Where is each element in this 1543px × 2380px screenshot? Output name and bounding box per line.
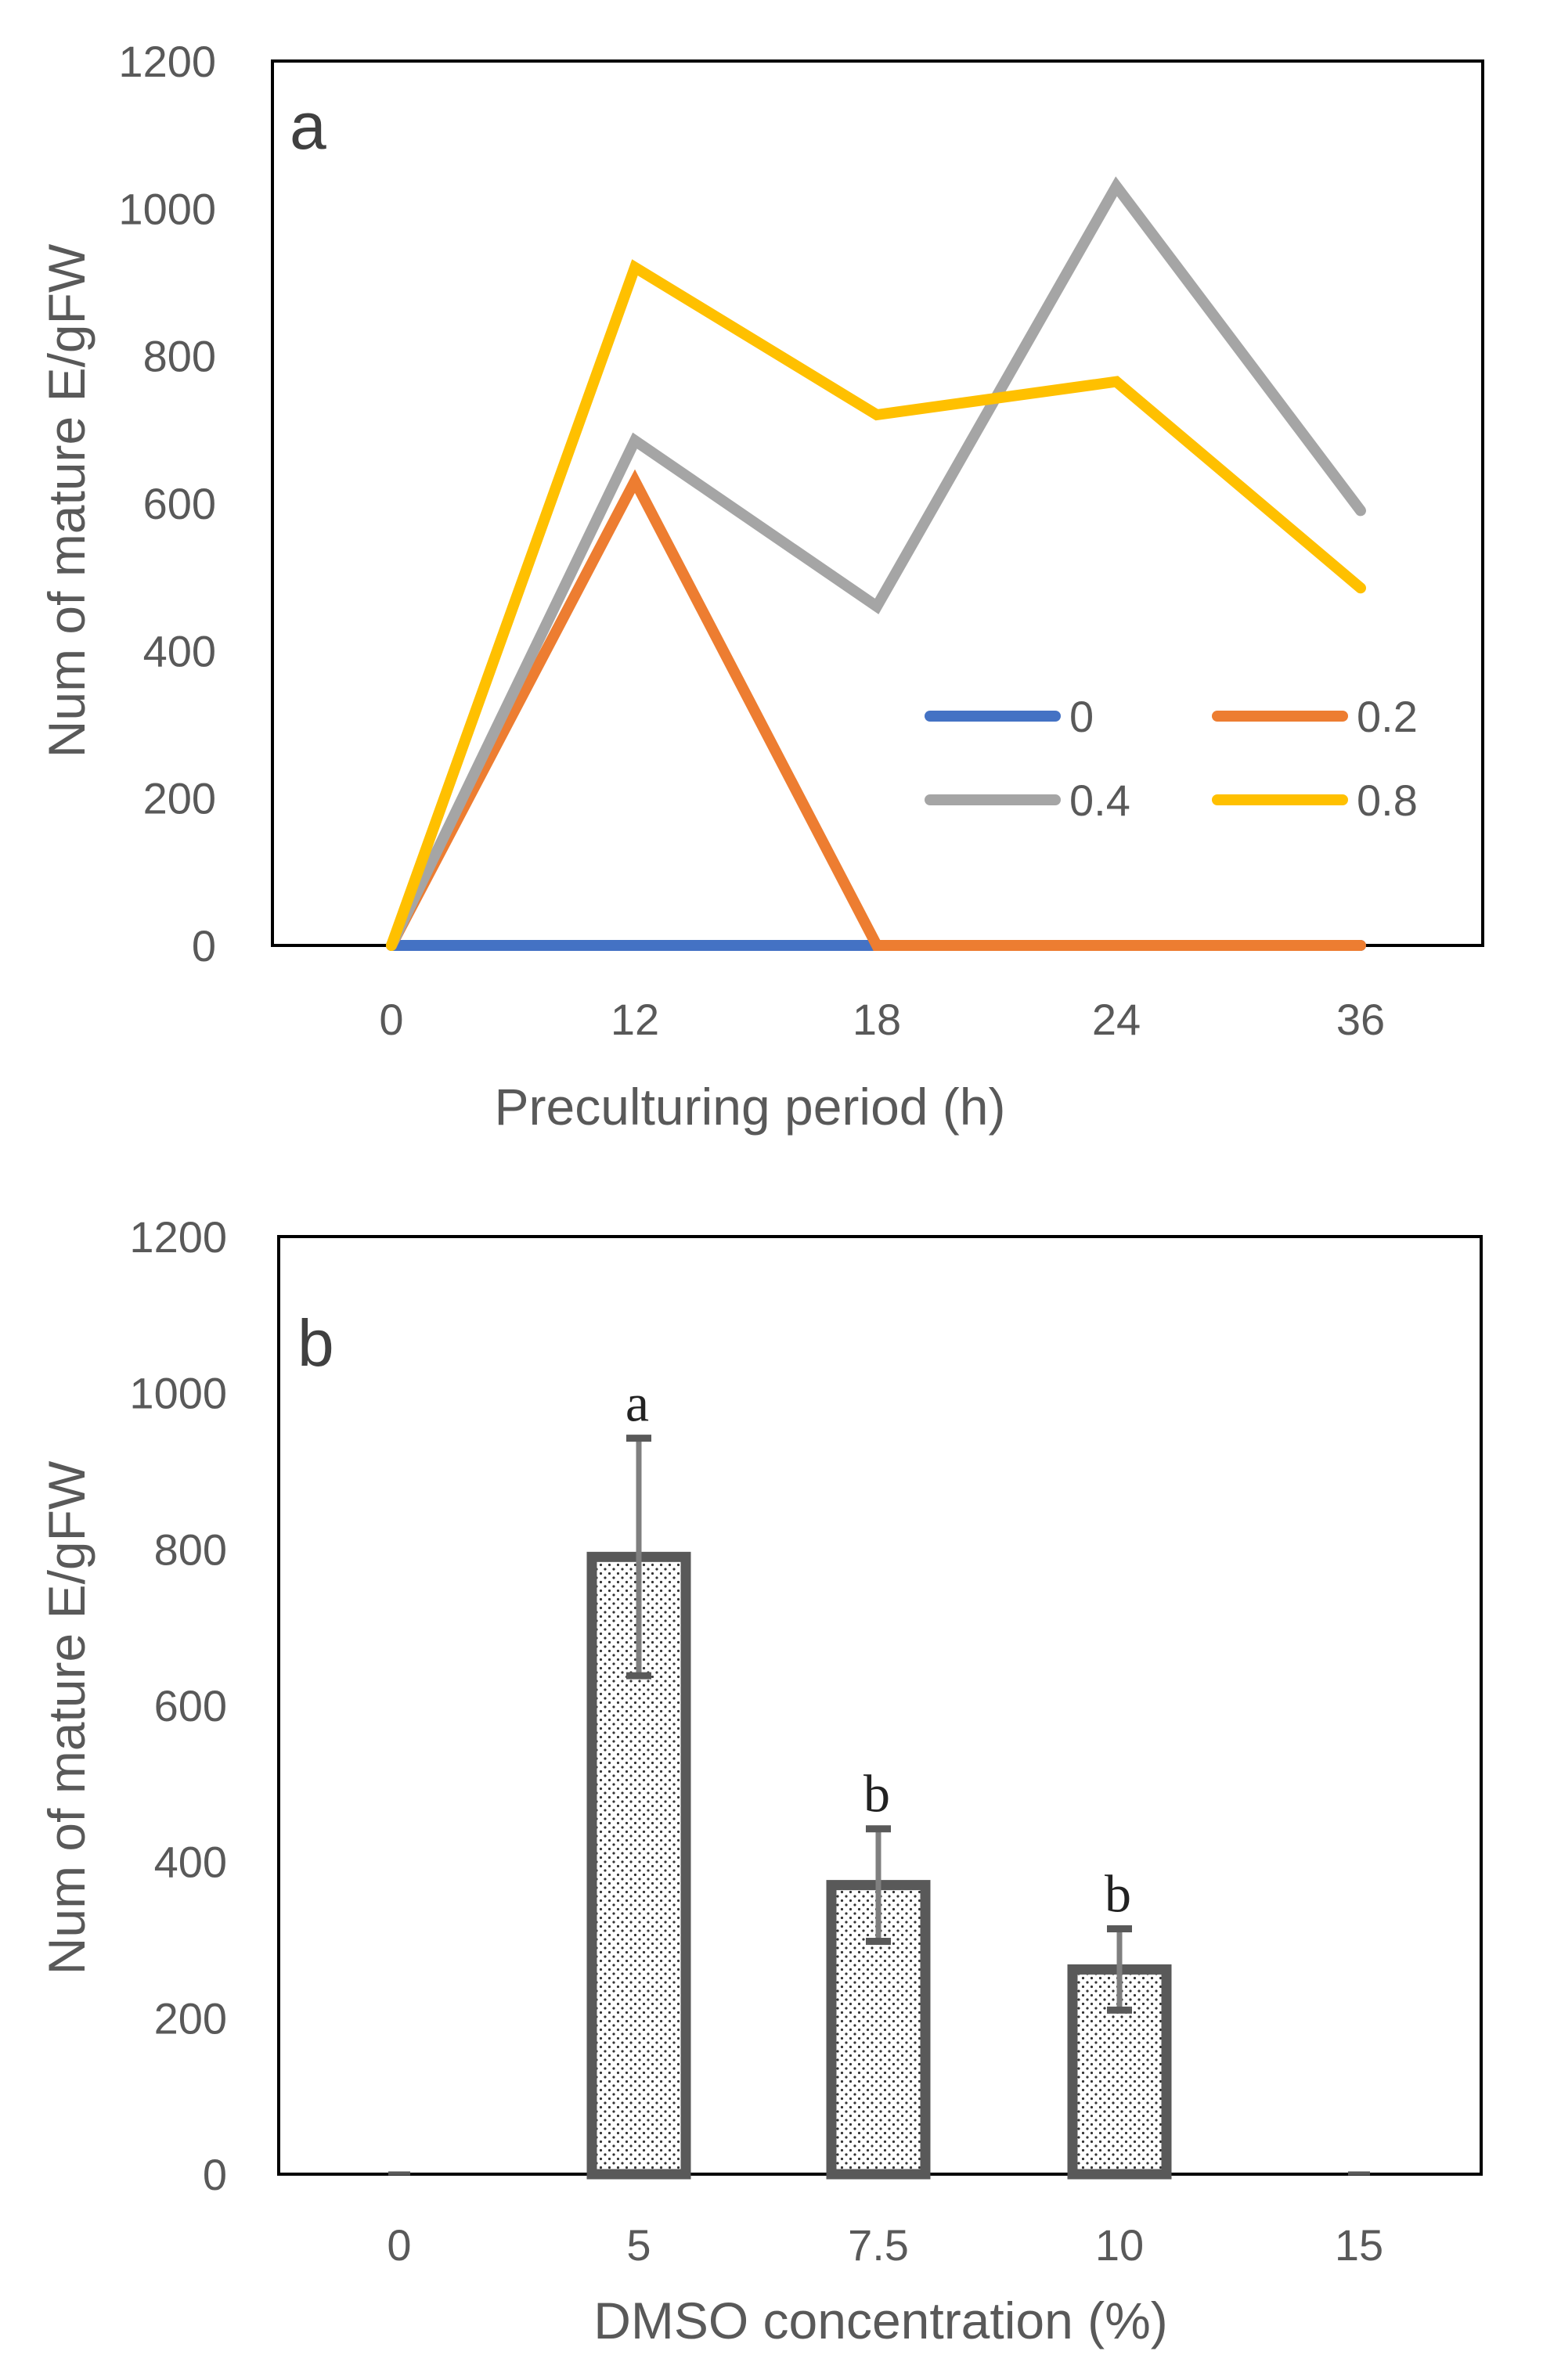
panel-a-x-tick-label: 18 <box>853 995 901 1044</box>
panel-b-y-tick-label: 1200 <box>129 1212 227 1262</box>
panel-a-legend-label: 0.4 <box>1069 776 1130 825</box>
panel-a-y-tick-label: 1000 <box>118 184 216 233</box>
panel-a-legend-label: 0.8 <box>1357 776 1418 825</box>
panel-b-x-tick-label: 15 <box>1335 2220 1383 2270</box>
panel-a-x-tick-label: 36 <box>1336 995 1385 1044</box>
panel-b-x-tick-label: 10 <box>1095 2220 1144 2270</box>
panel-a-series-line-0-2 <box>386 469 1366 951</box>
panel-a-y-ticks: 0 200 400 600 800 1000 1200 <box>118 37 216 970</box>
panel-a-x-tick-label: 24 <box>1092 995 1141 1044</box>
panel-a-y-tick-label: 200 <box>143 774 216 823</box>
panel-a-y-tick-label: 0 <box>192 921 216 970</box>
panel-a-legend: 0 0.2 0.4 0.8 <box>925 692 1418 825</box>
panel-b-y-tick-label: 0 <box>203 2150 227 2199</box>
panel-b-significance-letter: b <box>863 1764 890 1824</box>
panel-b-significance-letter: a <box>625 1374 649 1433</box>
panel-a-series-line-0-8 <box>386 259 1366 951</box>
panel-a-label: a <box>290 89 326 163</box>
panel-b-bars-group: a b b <box>388 1374 1370 2180</box>
panel-b-y-tick-label: 200 <box>154 1993 227 2043</box>
panel-a-x-ticks: 0 12 18 24 36 <box>379 995 1385 1044</box>
panel-a-line-chart: 0 200 400 600 800 1000 1200 0 12 18 24 36 a Precul… <box>38 37 1484 1136</box>
panel-a-legend-label: 0 <box>1069 692 1094 741</box>
panel-b-label: b <box>297 1306 334 1380</box>
panel-b-y-axis-title: Num of mature E/gFW <box>38 1460 96 1975</box>
panel-b-x-axis-title: DMSO concentration (%) <box>593 2292 1168 2349</box>
panel-b-x-tick-label: 7.5 <box>848 2220 909 2270</box>
panel-a-y-tick-label: 600 <box>143 479 216 528</box>
panel-b-significance-letter: b <box>1105 1864 1131 1924</box>
panel-a-y-tick-label: 1200 <box>118 37 216 86</box>
panel-b-x-ticks: 0 5 7.5 10 15 <box>387 2220 1383 2270</box>
panel-b-y-tick-label: 400 <box>154 1838 227 1887</box>
panel-b-y-tick-label: 1000 <box>129 1369 227 1418</box>
panel-b-y-tick-label: 600 <box>154 1681 227 1730</box>
panel-a-series-line-0-4 <box>386 176 1366 951</box>
panel-a-x-tick-label: 0 <box>379 995 403 1044</box>
panel-b-y-tick-label: 800 <box>154 1525 227 1574</box>
panel-a-x-tick-label: 12 <box>611 995 659 1044</box>
panel-a-y-tick-label: 800 <box>143 332 216 381</box>
panel-b-x-tick-label: 5 <box>626 2220 651 2270</box>
panel-b-x-tick-label: 0 <box>387 2220 411 2270</box>
panel-a-x-axis-title: Preculturing period (h) <box>495 1078 1006 1136</box>
panel-b-bar-chart: 0 200 400 600 800 1000 1200 0 5 7.5 10 15 a b b b DM… <box>38 1212 1483 2349</box>
panel-a-y-axis-title: Num of mature E/gFW <box>38 243 96 758</box>
panel-a-legend-label: 0.2 <box>1357 692 1418 741</box>
panel-a-y-tick-label: 400 <box>143 626 216 675</box>
panel-b-y-ticks: 0 200 400 600 800 1000 1200 <box>129 1212 227 2199</box>
panel-a-series-group <box>386 176 1366 951</box>
